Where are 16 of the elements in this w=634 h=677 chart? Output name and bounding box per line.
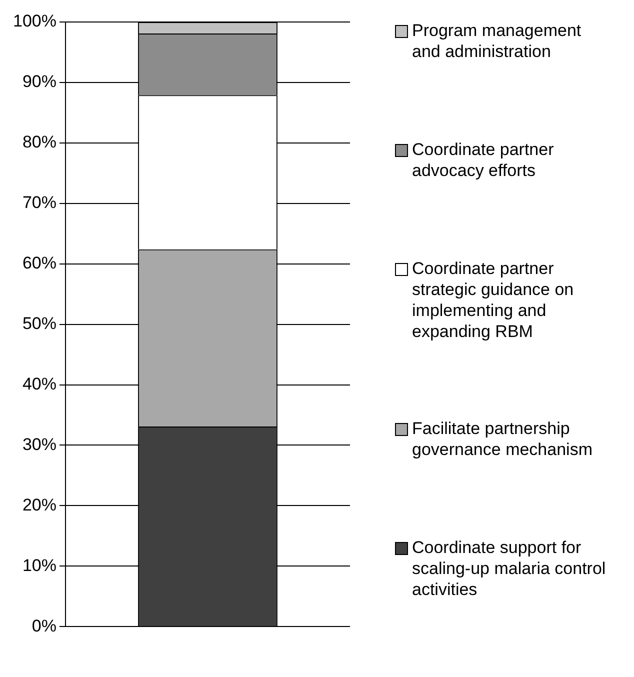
y-tick-label: 50% (22, 314, 56, 333)
y-tick-label: 90% (22, 72, 56, 92)
y-tick-label: 30% (22, 434, 56, 454)
y-tick-label: 100% (12, 12, 56, 31)
y-tick-label: 60% (22, 254, 56, 273)
y-tick-label: 80% (22, 132, 56, 152)
text: Coordinate partner strategic guidance on implementing and expanding RBM (412, 258, 575, 342)
legend-label: Coordinate partner advocacy efforts (412, 138, 555, 181)
legend-label: Program management and administration (412, 20, 582, 62)
legend-label: Coordinate support for scaling-up malaria control activities (412, 537, 607, 600)
legend-label: Facilitate partnership governance mechanism (412, 418, 594, 460)
y-tick-label: 20% (22, 495, 56, 514)
y-tick-label: 0% (32, 616, 56, 636)
y-tick-label: 70% (22, 193, 56, 212)
y-tick-label: 10% (22, 556, 56, 575)
y-tick-label: 40% (22, 374, 56, 394)
